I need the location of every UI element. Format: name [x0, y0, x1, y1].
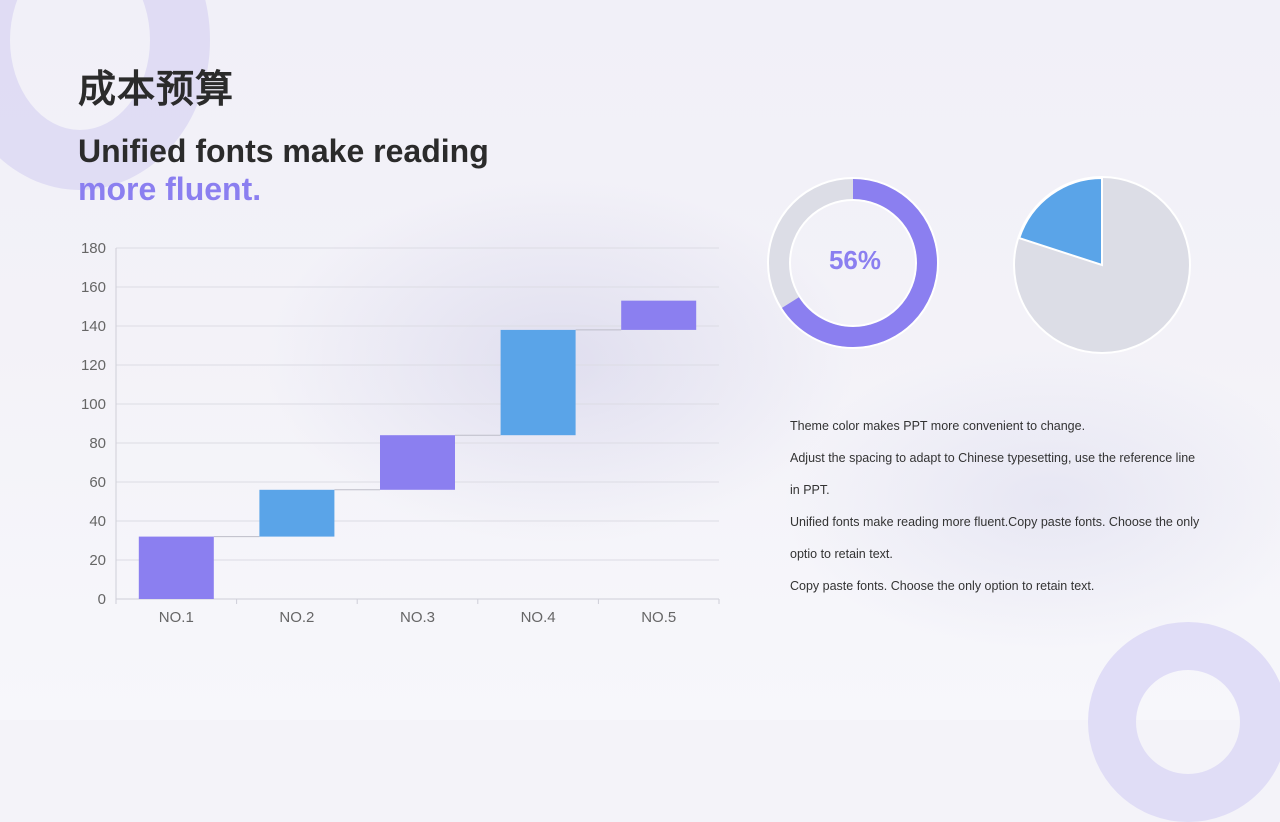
- y-tick-label: 120: [81, 357, 106, 374]
- waterfall-bar: [138, 536, 214, 599]
- y-tick-label: 20: [89, 552, 106, 569]
- chart-bars: [138, 300, 697, 599]
- y-tick-label: 140: [81, 318, 106, 335]
- waterfall-bar: [500, 329, 576, 436]
- x-tick-label: NO.3: [400, 609, 435, 626]
- y-tick-label: 0: [98, 591, 106, 608]
- chart-connectors: [213, 329, 622, 538]
- waterfall-bar: [380, 435, 455, 490]
- subtitle: Unified fonts make reading more fluent.: [78, 132, 489, 208]
- waterfall-bar: [259, 489, 335, 537]
- y-tick-label: 60: [89, 474, 106, 491]
- x-tick-label: NO.2: [279, 609, 314, 626]
- description-line-2: Adjust the spacing to adapt to Chinese t…: [790, 451, 1196, 497]
- chart-x-ticks: NO.1 NO.2 NO.3 NO.4 NO.5: [159, 609, 676, 626]
- donut-value-arc: [769, 179, 937, 347]
- subtitle-line-1: Unified fonts make reading: [78, 133, 489, 169]
- donut-chart: [767, 177, 939, 349]
- chart-grid: [115, 247, 720, 604]
- y-tick-label: 100: [81, 396, 106, 413]
- chart-y-ticks: 0 20 40 60 80 100 120 140 160 180: [81, 240, 106, 608]
- donut-percent-label: 56%: [828, 245, 882, 275]
- y-tick-label: 160: [81, 279, 106, 296]
- description-block: Theme color makes PPT more convenient to…: [790, 410, 1200, 602]
- background: [0, 0, 1280, 720]
- x-tick-label: NO.4: [521, 609, 556, 626]
- pie-chart: [1013, 176, 1191, 354]
- x-tick-label: NO.1: [159, 609, 194, 626]
- y-tick-label: 40: [89, 513, 106, 530]
- y-tick-label: 80: [89, 435, 106, 452]
- subtitle-line-2: more fluent.: [78, 171, 262, 207]
- description-line-1: Theme color makes PPT more convenient to…: [790, 419, 1086, 433]
- y-tick-label: 180: [81, 240, 106, 257]
- description-line-3: Unified fonts make reading more fluent.C…: [790, 515, 1200, 561]
- pie-slice-value: [1017, 176, 1103, 267]
- x-tick-label: NO.5: [641, 609, 676, 626]
- page-title: 成本预算: [78, 69, 235, 111]
- waterfall-bar: [621, 300, 697, 330]
- description-line-4: Copy paste fonts. Choose the only option…: [790, 579, 1095, 593]
